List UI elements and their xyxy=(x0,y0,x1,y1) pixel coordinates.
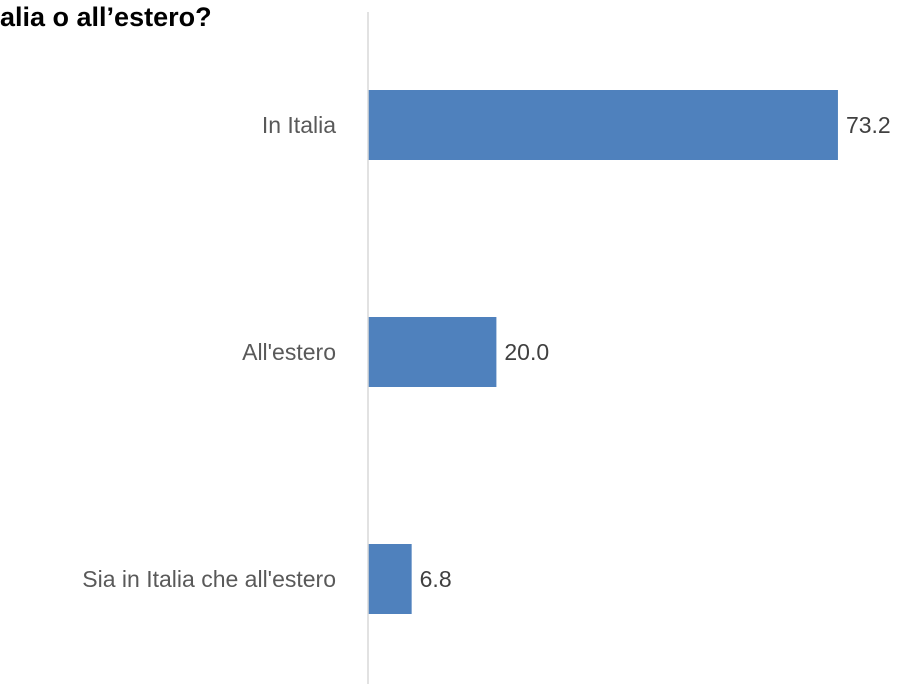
category-labels-group: In Italia All'estero Sia in Italia che all… xyxy=(82,112,336,592)
bar-2 xyxy=(368,544,412,614)
value-label-0: 73.2 xyxy=(846,112,891,138)
category-label-2: Sia in Italia che all'estero xyxy=(82,566,336,592)
value-label-1: 20.0 xyxy=(504,339,549,365)
category-label-0: In Italia xyxy=(262,112,336,138)
value-label-2: 6.8 xyxy=(420,566,452,592)
chart-title: alia o all’estero? xyxy=(0,2,212,32)
category-label-1: All'estero xyxy=(242,339,336,365)
bars-group xyxy=(368,90,838,614)
bar-0 xyxy=(368,90,838,160)
value-labels-group: 73.2 20.0 6.8 xyxy=(420,112,891,592)
bar-1 xyxy=(368,317,497,387)
